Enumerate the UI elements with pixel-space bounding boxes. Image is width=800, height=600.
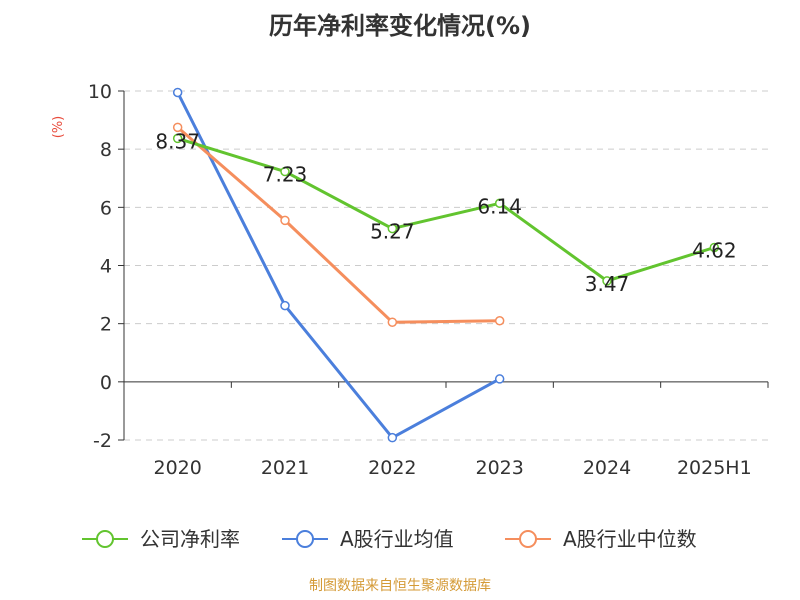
data-label: 7.23 — [263, 163, 308, 187]
legend-marker — [296, 530, 314, 548]
series-layer — [172, 87, 720, 443]
data-point — [172, 122, 183, 133]
y-tick-label: 10 — [88, 81, 112, 103]
legend-label: A股行业中位数 — [563, 527, 697, 551]
legend-item: A股行业均值 — [282, 527, 454, 551]
legend-marker — [96, 530, 114, 548]
legend: 公司净利率 A股行业均值 A股行业中位数 — [82, 527, 697, 551]
x-tick-label: 2024 — [583, 457, 631, 479]
data-labels: 8.37 7.23 5.27 6.14 3.47 4.62 — [155, 129, 736, 296]
legend-label: A股行业均值 — [340, 527, 454, 551]
series-line — [176, 91, 501, 440]
data-point — [709, 242, 720, 253]
data-point — [387, 223, 398, 234]
series-line — [177, 136, 715, 283]
data-point — [172, 87, 183, 98]
data-label: 6.14 — [477, 194, 522, 218]
grid-lines — [124, 90, 768, 441]
x-tick-label: 2021 — [261, 457, 309, 479]
data-point — [280, 300, 290, 311]
series-line — [176, 126, 500, 324]
y-tick-label: 2 — [100, 314, 112, 336]
y-tick-label: 0 — [100, 372, 112, 394]
y-tick-label: -2 — [93, 430, 112, 452]
data-label: 3.47 — [585, 272, 630, 296]
legend-item: 公司净利率 — [82, 527, 240, 551]
legend-item: A股行业中位数 — [505, 527, 697, 551]
data-label: 4.62 — [692, 238, 737, 262]
x-tick-label: 2022 — [368, 457, 416, 479]
legend-label: 公司净利率 — [140, 527, 240, 551]
x-tick-label: 2025H1 — [677, 457, 752, 479]
chart-title: 历年净利率变化情况(%) — [269, 12, 531, 40]
data-point — [280, 215, 290, 226]
data-point — [387, 432, 398, 443]
data-point — [387, 317, 398, 327]
y-axis-label: (%) — [51, 116, 66, 139]
y-tick-label: 6 — [100, 197, 112, 219]
x-tick-label: 2020 — [153, 457, 201, 479]
y-tick-label: 4 — [100, 256, 112, 278]
data-point — [280, 166, 290, 177]
data-point — [494, 316, 505, 326]
data-point — [494, 198, 505, 209]
data-point — [172, 133, 183, 144]
data-point — [494, 374, 505, 384]
y-tick-label: 8 — [100, 139, 112, 161]
legend-marker — [519, 530, 537, 548]
axes: -2 0 2 4 6 8 10 2020 2021 2022 2023 2024 2025H1 — [88, 81, 769, 479]
data-label: 5.27 — [370, 220, 415, 244]
data-label: 8.37 — [155, 129, 200, 153]
source-note: 制图数据来自恒生聚源数据库 — [309, 578, 491, 594]
x-tick-label: 2023 — [475, 457, 523, 479]
data-point — [602, 276, 612, 286]
